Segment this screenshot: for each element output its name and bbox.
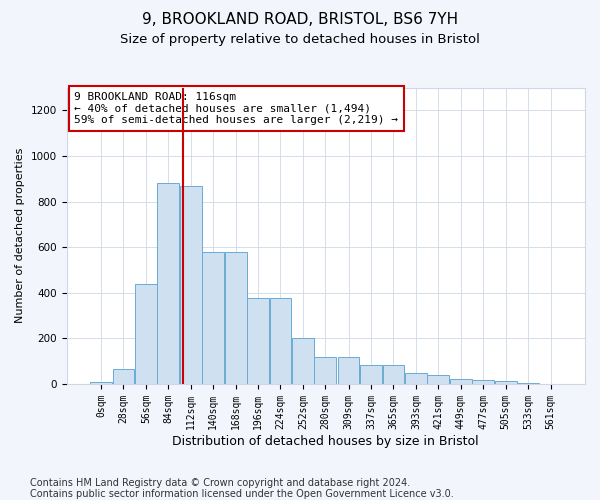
Bar: [157, 184, 179, 384]
Text: Size of property relative to detached houses in Bristol: Size of property relative to detached ho…: [120, 32, 480, 46]
Text: 9 BROOKLAND ROAD: 116sqm
← 40% of detached houses are smaller (1,494)
59% of sem: 9 BROOKLAND ROAD: 116sqm ← 40% of detach…: [74, 92, 398, 125]
Bar: [495, 380, 517, 384]
Bar: [269, 298, 292, 384]
Text: Contains public sector information licensed under the Open Government Licence v3: Contains public sector information licen…: [30, 489, 454, 499]
Bar: [247, 298, 269, 384]
Bar: [517, 383, 539, 384]
Bar: [113, 369, 134, 384]
Bar: [90, 382, 112, 384]
X-axis label: Distribution of detached houses by size in Bristol: Distribution of detached houses by size …: [172, 434, 479, 448]
Bar: [292, 338, 314, 384]
Text: Contains HM Land Registry data © Crown copyright and database right 2024.: Contains HM Land Registry data © Crown c…: [30, 478, 410, 488]
Text: 9, BROOKLAND ROAD, BRISTOL, BS6 7YH: 9, BROOKLAND ROAD, BRISTOL, BS6 7YH: [142, 12, 458, 28]
Bar: [383, 364, 404, 384]
Bar: [405, 372, 427, 384]
Bar: [338, 356, 359, 384]
Bar: [450, 380, 472, 384]
Bar: [472, 380, 494, 384]
Bar: [360, 364, 382, 384]
Bar: [135, 284, 157, 384]
Bar: [180, 186, 202, 384]
Bar: [314, 356, 336, 384]
Bar: [225, 252, 247, 384]
Y-axis label: Number of detached properties: Number of detached properties: [15, 148, 25, 324]
Bar: [202, 252, 224, 384]
Bar: [427, 375, 449, 384]
